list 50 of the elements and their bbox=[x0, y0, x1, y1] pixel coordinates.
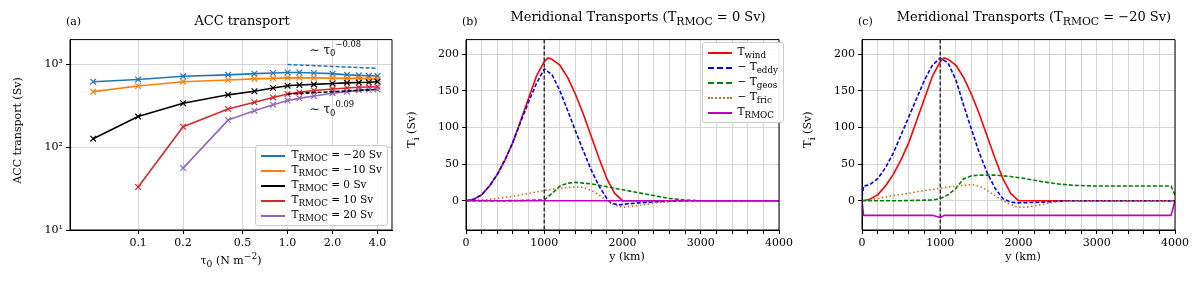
chart-title: ACC transport bbox=[193, 13, 291, 28]
legend-label: T$_{wind}$ bbox=[737, 44, 767, 61]
x-tick-label: 0 bbox=[858, 236, 866, 250]
x-tick-label: 0.2 bbox=[174, 236, 192, 250]
legend-label: T$_{RMOC}$ = 10 Sv bbox=[291, 192, 374, 209]
x-tick-label: 1000 bbox=[530, 236, 559, 250]
legend-label: T$_{RMOC}$ bbox=[737, 104, 774, 121]
x-axis-title: τ$_{0}$ (N m$^{−2}$) bbox=[199, 250, 263, 269]
y-tick-label: 100 bbox=[834, 120, 855, 134]
x-tick-label: 0.1 bbox=[129, 236, 147, 250]
legend-label: T$_{RMOC}$ = 20 Sv bbox=[291, 207, 374, 224]
y-tick-label: 10² bbox=[44, 140, 63, 154]
x-tick-label: 1000 bbox=[926, 236, 955, 250]
text: (a) bbox=[66, 15, 82, 28]
legend-label: − T$_{fric}$ bbox=[737, 89, 772, 106]
legend-label: T$_{RMOC}$ = −20 Sv bbox=[291, 147, 382, 164]
y-tick-label: 0 bbox=[452, 193, 459, 207]
x-tick-label: 0 bbox=[462, 236, 470, 250]
x-tick-label: 4.0 bbox=[368, 236, 387, 250]
x-axis-title: y (km) bbox=[608, 250, 646, 265]
legend-label: − T$_{geos}$ bbox=[737, 74, 778, 91]
chart-title: Meridional Transports (T$_{RMOC}$ = −20 Sv) bbox=[895, 9, 1173, 28]
x-tick-label: 1.0 bbox=[278, 236, 297, 250]
legend-label: T$_{RMOC}$ = 0 Sv bbox=[291, 177, 367, 194]
x-tick-label: 3000 bbox=[686, 236, 715, 250]
chart-title: Meridional Transports (T$_{RMOC}$ = 0 Sv) bbox=[509, 9, 767, 28]
y-tick-label: 150 bbox=[834, 83, 855, 97]
y-tick-label: 150 bbox=[438, 83, 459, 97]
y-tick-label: 10³ bbox=[44, 57, 63, 71]
x-tick-label: 2000 bbox=[608, 236, 637, 250]
legend-label: − T$_{eddy}$ bbox=[737, 59, 778, 76]
x-axis-title: y (km) bbox=[1004, 250, 1042, 265]
y-tick-label: 200 bbox=[834, 47, 855, 61]
legend-label: T$_{RMOC}$ = −10 Sv bbox=[291, 162, 382, 179]
text: (c) bbox=[858, 15, 873, 28]
x-tick-label: 4000 bbox=[765, 236, 793, 250]
text: (b) bbox=[462, 15, 478, 28]
y-axis-title: ACC transport (Sv) bbox=[10, 76, 24, 184]
x-tick-label: 3000 bbox=[1082, 236, 1111, 250]
x-tick-label: 0.5 bbox=[233, 236, 252, 250]
y-tick-label: 50 bbox=[841, 156, 855, 170]
y-tick-label: 200 bbox=[438, 47, 459, 61]
y-tick-label: 0 bbox=[848, 193, 855, 207]
x-tick-label: 2000 bbox=[1004, 236, 1033, 250]
line-series bbox=[862, 174, 1175, 202]
x-tick-label: 2.0 bbox=[323, 236, 342, 250]
y-tick-label: 50 bbox=[445, 156, 459, 170]
y-tick-label: 100 bbox=[438, 120, 459, 134]
y-tick-label: 10¹ bbox=[44, 222, 63, 236]
x-tick-label: 4000 bbox=[1161, 236, 1189, 250]
